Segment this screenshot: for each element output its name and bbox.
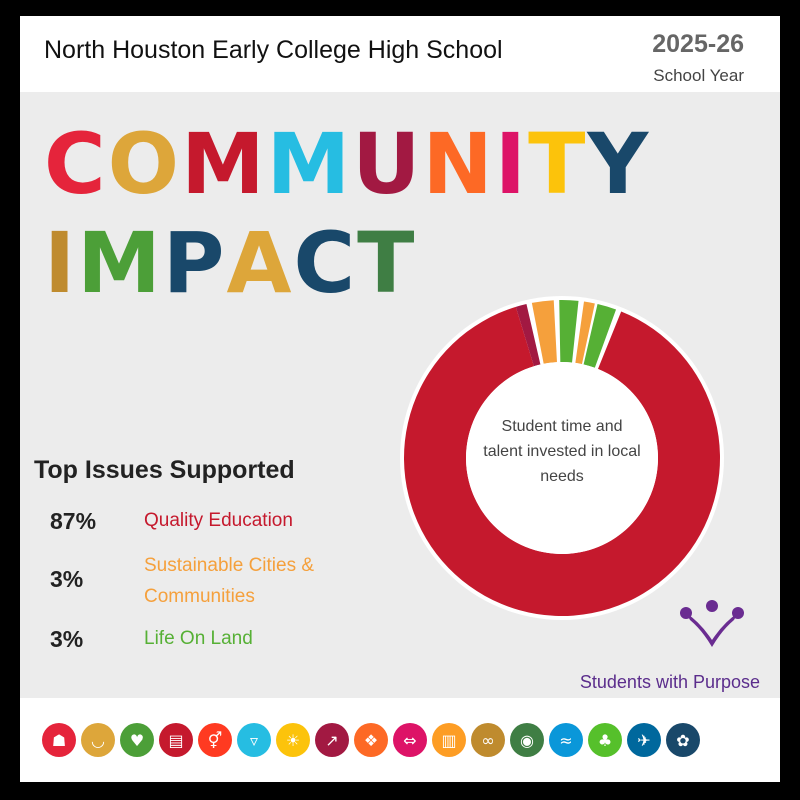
slice-sustainable-cities: [531, 300, 557, 364]
dove-icon: ✈: [627, 723, 661, 757]
tree-icon: ♣: [588, 723, 622, 757]
tagline: Students with Purpose: [579, 672, 760, 692]
issue-percent: 3%: [50, 566, 84, 592]
eye-globe-icon: ◉: [510, 723, 544, 757]
issue-percent: 3%: [50, 626, 84, 652]
donut-hole: [466, 362, 658, 554]
slice-minor: [575, 301, 595, 365]
donut-chart: [400, 296, 724, 620]
issue-label: Sustainable Cities & Communities: [144, 555, 315, 607]
slice-life-on-land: [559, 300, 579, 363]
heartbeat-icon: ♥: [120, 723, 154, 757]
headline-letter: U: [352, 115, 423, 213]
slice-quality-education: [404, 306, 720, 616]
equality-icon: ⇔: [393, 723, 427, 757]
headline-letter: M: [77, 214, 163, 312]
slice-minor: [583, 304, 617, 368]
sdg-icon-row: ☗ ◡ ♥ ▤ ⚥ ▿ ☀ ↗ ❖ ⇔ ▥ ∞ ◉ ≈ ♣ ✈ ✿: [42, 723, 700, 757]
infographic-card: North Houston Early College High School …: [20, 16, 780, 782]
gender-icon: ⚥: [198, 723, 232, 757]
school-name: North Houston Early College High School: [44, 36, 503, 64]
people-icon: ☗: [42, 723, 76, 757]
school-year: 2025-26: [652, 30, 744, 58]
fish-icon: ≈: [549, 723, 583, 757]
issue-label: Quality Education: [144, 510, 293, 531]
headline-letter: Y: [587, 115, 651, 213]
headline-letter: T: [528, 115, 588, 213]
headline-letter: A: [226, 214, 294, 312]
bowl-icon: ◡: [81, 723, 115, 757]
headline-letter: I: [44, 214, 78, 312]
donut-center-text: Student time and talent invested in loca…: [483, 418, 641, 485]
headline-impact: IMPACT: [44, 221, 416, 305]
book-icon: ▤: [159, 723, 193, 757]
headline-letter: C: [293, 214, 358, 312]
sun-icon: ☀: [276, 723, 310, 757]
school-year-label: School Year: [653, 66, 744, 85]
headline-letter: M: [266, 115, 353, 213]
headline-letter: C: [44, 115, 108, 213]
headline-letter: P: [162, 214, 227, 312]
headline-community: COMMUNITY: [44, 122, 650, 206]
issues-title: Top Issues Supported: [34, 456, 295, 484]
globe-circles-icon: ✿: [666, 723, 700, 757]
header-bar: North Houston Early College High School …: [20, 16, 780, 92]
headline-letter: N: [422, 115, 495, 213]
infinity-icon: ∞: [471, 723, 505, 757]
growth-chart-icon: ↗: [315, 723, 349, 757]
headline-letter: O: [107, 115, 182, 213]
water-drop-icon: ▿: [237, 723, 271, 757]
issue-label: Life On Land: [144, 628, 253, 649]
headline-letter: I: [494, 115, 529, 213]
industry-icon: ❖: [354, 723, 388, 757]
donut-svg: [400, 296, 724, 620]
issue-percent: 87%: [50, 508, 97, 534]
students-with-purpose-logo-icon: [680, 600, 744, 647]
sdg-footer: ☗ ◡ ♥ ▤ ⚥ ▿ ☀ ↗ ❖ ⇔ ▥ ∞ ◉ ≈ ♣ ✈ ✿: [20, 698, 780, 782]
slice-minor: [515, 304, 541, 367]
city-icon: ▥: [432, 723, 466, 757]
headline-letter: T: [357, 214, 417, 312]
headline-letter: M: [181, 115, 267, 213]
